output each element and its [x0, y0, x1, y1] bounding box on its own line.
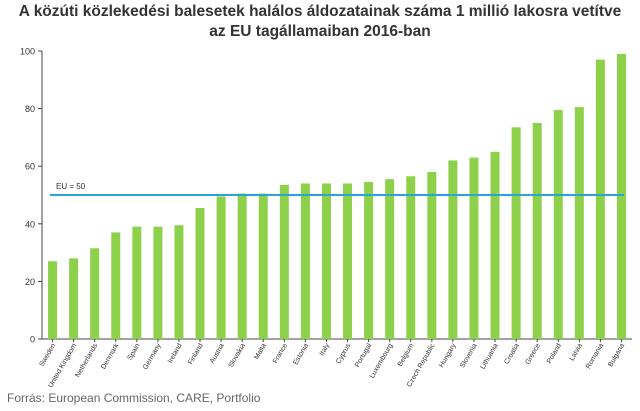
- bar: [132, 226, 142, 339]
- bar: [237, 193, 247, 339]
- bar: [385, 179, 395, 339]
- x-tick-label: Netherlands: [74, 342, 99, 379]
- bar: [427, 171, 437, 339]
- y-tick-label: 80: [25, 104, 35, 114]
- bar: [448, 160, 458, 339]
- y-tick-label: 100: [20, 47, 35, 57]
- x-tick-label: Hungary: [438, 342, 458, 369]
- x-tick-label: Malta: [253, 342, 268, 360]
- x-tick-label: Slovakia: [228, 342, 247, 369]
- chart-title-line-2: az EU tagállamaiban 2016-ban: [209, 23, 431, 40]
- bar: [406, 176, 416, 339]
- bar: [532, 123, 542, 339]
- x-tick-label: Italy: [319, 342, 332, 357]
- chart-title-line-1: A közúti közlekedési balesetek halálos á…: [18, 3, 622, 20]
- bar: [574, 107, 584, 339]
- x-tick-label: Portugal: [354, 342, 373, 368]
- x-tick-label: Germany: [142, 342, 163, 371]
- y-tick-label: 60: [25, 162, 35, 172]
- x-tick-label: Cyprus: [335, 342, 352, 365]
- x-tick-label: Ireland: [167, 342, 184, 364]
- x-tick-label: Finland: [187, 342, 205, 365]
- bar: [69, 258, 79, 339]
- y-tick-label: 0: [30, 335, 35, 345]
- x-tick-label: Lithuania: [479, 342, 499, 370]
- bar: [300, 183, 310, 339]
- bar: [153, 226, 163, 339]
- x-tick-label: Estonia: [292, 342, 310, 366]
- bar: [364, 182, 374, 339]
- x-tick-label: Spain: [127, 342, 142, 361]
- x-tick-label: Austria: [209, 342, 226, 364]
- bar: [469, 157, 479, 339]
- y-tick-label: 40: [25, 219, 35, 229]
- x-tick-label: Latvia: [569, 342, 584, 362]
- x-tick-label: Slovenia: [459, 342, 479, 369]
- bar: [343, 183, 353, 339]
- bar: [511, 127, 521, 339]
- bar: [111, 232, 121, 339]
- source-note: Forrás: European Commission, CARE, Portf…: [7, 391, 261, 405]
- x-tick-label: France: [272, 342, 289, 364]
- x-tick-label: Luxembourg: [369, 342, 395, 379]
- bar: [90, 248, 100, 339]
- bar: [48, 261, 58, 339]
- x-tick-label: Sweden: [39, 342, 58, 367]
- x-tick-label: Denmark: [100, 342, 121, 371]
- eu-average-label: EU = 50: [56, 182, 86, 191]
- bar: [195, 207, 205, 339]
- x-tick-label: Bulgaria: [607, 342, 626, 368]
- y-tick-label: 20: [25, 277, 35, 287]
- x-tick-label: Belgium: [397, 342, 416, 368]
- bar: [279, 184, 289, 339]
- bar: [258, 193, 268, 339]
- bar: [553, 110, 563, 339]
- bar: [616, 53, 626, 339]
- x-tick-label: Poland: [546, 342, 563, 364]
- bar: [174, 225, 184, 339]
- x-tick-label: Greece: [524, 342, 542, 365]
- bar: [321, 183, 331, 339]
- bar: [490, 151, 500, 339]
- chart-title: A közúti közlekedési balesetek halálos á…: [0, 2, 640, 42]
- bar: [216, 196, 226, 339]
- x-tick-label: Croatia: [503, 342, 520, 365]
- bar: [595, 59, 605, 339]
- x-tick-label: Romania: [585, 342, 605, 370]
